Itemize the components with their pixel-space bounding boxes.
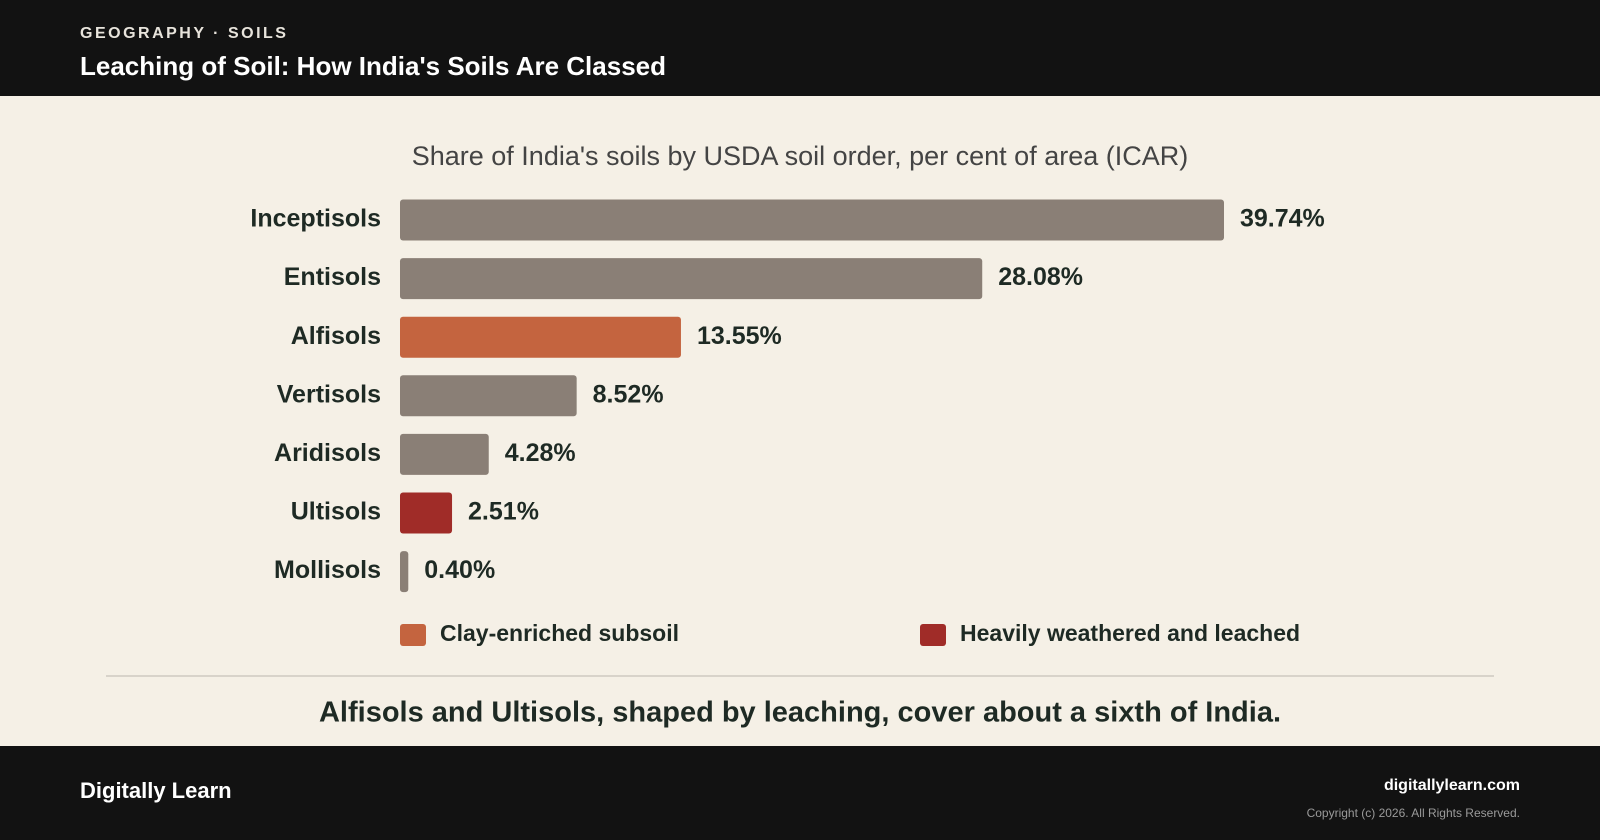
value-label: 8.52% (593, 380, 664, 408)
kicker: GEOGRAPHY · SOILS (80, 25, 288, 42)
header-band (0, 0, 1600, 96)
value-label: 13.55% (697, 322, 782, 350)
legend-swatch (920, 624, 946, 646)
bar (400, 258, 983, 300)
category-label: Aridisols (274, 439, 381, 467)
caption: Alfisols and Ultisols, shaped by leachin… (319, 697, 1281, 729)
bar (400, 433, 489, 475)
category-label: Ultisols (291, 498, 381, 526)
chart-subtitle: Share of India's soils by USDA soil orde… (412, 141, 1189, 171)
value-label: 4.28% (505, 439, 576, 467)
bar (400, 199, 1224, 241)
footer-band (0, 746, 1600, 840)
bar (400, 316, 681, 358)
site-url[interactable]: digitallylearn.com (1384, 777, 1520, 794)
category-label: Vertisols (277, 380, 381, 408)
brand: Digitally Learn (80, 778, 232, 803)
value-label: 28.08% (998, 263, 1083, 291)
legend-label: Heavily weathered and leached (960, 620, 1300, 646)
value-label: 0.40% (424, 556, 495, 584)
legend-swatch (400, 624, 426, 646)
bar (400, 551, 409, 593)
category-label: Alfisols (291, 322, 381, 350)
bar (400, 375, 577, 417)
value-label: 39.74% (1240, 205, 1325, 233)
copyright: Copyright (c) 2026. All Rights Reserved. (1307, 806, 1520, 820)
category-label: Inceptisols (250, 205, 381, 233)
bar (400, 492, 453, 534)
page-title: Leaching of Soil: How India's Soils Are … (80, 51, 666, 81)
value-label: 2.51% (468, 498, 539, 526)
legend-label: Clay-enriched subsoil (440, 620, 679, 646)
category-label: Entisols (284, 263, 381, 291)
category-label: Mollisols (274, 556, 381, 584)
